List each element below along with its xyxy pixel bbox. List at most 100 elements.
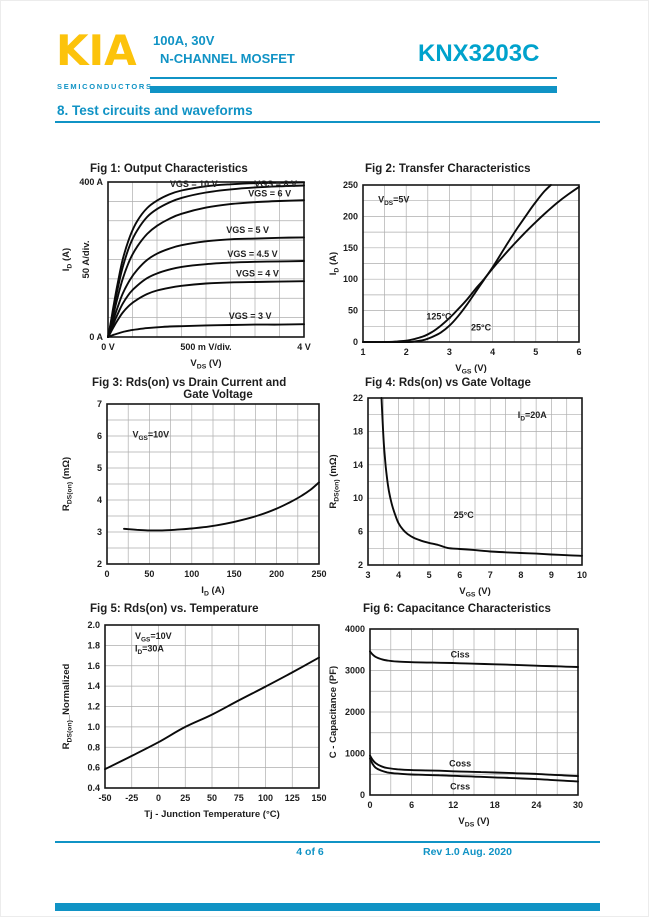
y-tick-label: 2 [97,559,102,569]
fig3-title-line2: Gate Voltage [183,389,252,401]
fig1-curve-vgs-8-v [107,184,305,338]
fig3-title: Fig 3: Rds(on) vs Drain Current and [92,377,286,389]
y-tick-label: 7 [97,399,102,409]
x-tick-label: 6 [457,570,462,580]
device-type: N-CHANNEL MOSFET [160,51,295,66]
y-tick-label: 1.8 [87,640,100,650]
fig5-curve-normalized-rdson [104,656,320,771]
fig1-curve-vgs-5-v [107,236,305,338]
x-tick-label: 12 [448,800,458,810]
x-tick-label: 4 [490,347,495,357]
y-tick-label: 0.4 [87,783,100,793]
plot-frame [367,397,583,566]
fig1-chart: Fig 1: Output Characteristics 0 V 500 m V/… [61,163,311,371]
page-number: 4 of 6 [296,846,324,858]
x-tick-label: 500 m V/div. [180,342,231,352]
fig4-title: Fig 4: Rds(on) vs Gate Voltage [365,377,531,389]
annotation: 125°C [426,311,452,321]
y-tick-label: 18 [353,426,363,436]
x-axis-label: ID (A) [201,585,224,598]
header-rule-thick [150,86,557,93]
y-tick-label: 400 A [79,177,103,187]
x-tick-label: 125 [285,793,300,803]
kia-logo: KIA [56,26,137,75]
plot-frame [106,403,320,565]
y-tick-label: 22 [353,393,363,403]
x-tick-label: -50 [98,793,111,803]
x-tick-label: 5 [427,570,432,580]
y-tick-label: 0.6 [87,763,100,773]
fig2-chart: Fig 2: Transfer Characteristics 1 2 3 4 5 6 0 50… [328,163,582,376]
y-tick-label: 1000 [345,749,365,759]
x-tick-label: 100 [258,793,273,803]
x-tick-label: 4 V [297,342,311,352]
x-axis-label: VGS (V) [459,586,491,599]
fig4-chart: Fig 4: Rds(on) vs Gate Voltage 3 4 5 6 7 8 9 10 2… [328,377,587,599]
y-tick-label: 2 [358,560,363,570]
fig6-curve-coss [369,754,579,778]
header-rule-thin [150,77,557,79]
x-tick-label: 150 [311,793,326,803]
section-title: 8. Test circuits and waveforms [57,103,253,118]
device-rating: 100A, 30V [153,33,215,48]
plot-frame [362,184,580,343]
x-tick-label: 250 [311,569,326,579]
fig1-curve-vgs-4-5-v [107,260,305,338]
footer-rule [55,841,600,843]
x-tick-label: 200 [269,569,284,579]
y-axis-label-secondary: 50 A/div. [81,240,92,278]
section-underline [55,121,600,123]
x-tick-label: 25 [180,793,190,803]
x-tick-label: 50 [207,793,217,803]
revision: Rev 1.0 Aug. 2020 [423,846,512,858]
plot-frame [107,181,305,338]
y-axis-label: RDS(on) (mΩ) [328,454,341,508]
x-tick-label: 3 [447,347,452,357]
x-tick-label: 150 [227,569,242,579]
annotation: VGS=10V [132,430,169,443]
x-tick-label: 6 [409,800,414,810]
x-tick-label: 24 [531,800,541,810]
y-tick-label: 1.0 [87,722,100,732]
plot-frame [104,624,320,789]
y-tick-label: 4 [97,495,102,505]
y-tick-label: 0 [360,790,365,800]
y-axis-label: RDS(on) (mΩ) [61,457,74,511]
bottom-bar [55,903,600,911]
y-tick-label: 50 [348,306,358,316]
x-axis-label: VGS (V) [455,363,487,376]
y-tick-label: 150 [343,243,358,253]
fig6-chart: Fig 6: Capacitance Characteristics 0 6 12 18… [328,603,583,829]
y-tick-label: 100 [343,274,358,284]
y-axis-label: RDS(on)_Normalized [61,663,74,749]
fig3-chart: Fig 3: Rds(on) vs Drain Current andGate … [61,377,327,598]
fig5-chart: Fig 5: Rds(on) vs. Temperature -50 -25 0 25 5… [61,603,327,820]
y-tick-label: 5 [97,463,102,473]
y-tick-label: 1.2 [87,702,100,712]
fig2-curve-25-c [362,184,552,343]
y-axis-label: C - Capacitance (PF) [328,666,339,758]
x-tick-label: 4 [396,570,401,580]
x-tick-label: 6 [576,347,581,357]
x-tick-label: 8 [518,570,523,580]
plot-frame [369,628,579,796]
annotation: VGS = 5 V [226,225,269,235]
x-tick-label: 75 [234,793,244,803]
annotation: VGS = 4 V [236,269,279,279]
y-tick-label: 4000 [345,624,365,634]
y-tick-label: 3 [97,527,102,537]
x-tick-label: -25 [125,793,138,803]
fig5-title: Fig 5: Rds(on) vs. Temperature [90,603,258,615]
y-tick-label: 0.8 [87,742,100,752]
annotation: VGS = 8 V [254,179,297,189]
x-tick-label: 5 [533,347,538,357]
x-tick-label: 100 [184,569,199,579]
fig1-curve-vgs-6-v [107,199,305,338]
y-tick-label: 2.0 [87,620,100,630]
y-tick-label: 6 [97,431,102,441]
fig6-title: Fig 6: Capacitance Characteristics [363,603,551,615]
fig1-title: Fig 1: Output Characteristics [90,163,248,175]
y-tick-label: 0 [353,337,358,347]
x-tick-label: 30 [573,800,583,810]
